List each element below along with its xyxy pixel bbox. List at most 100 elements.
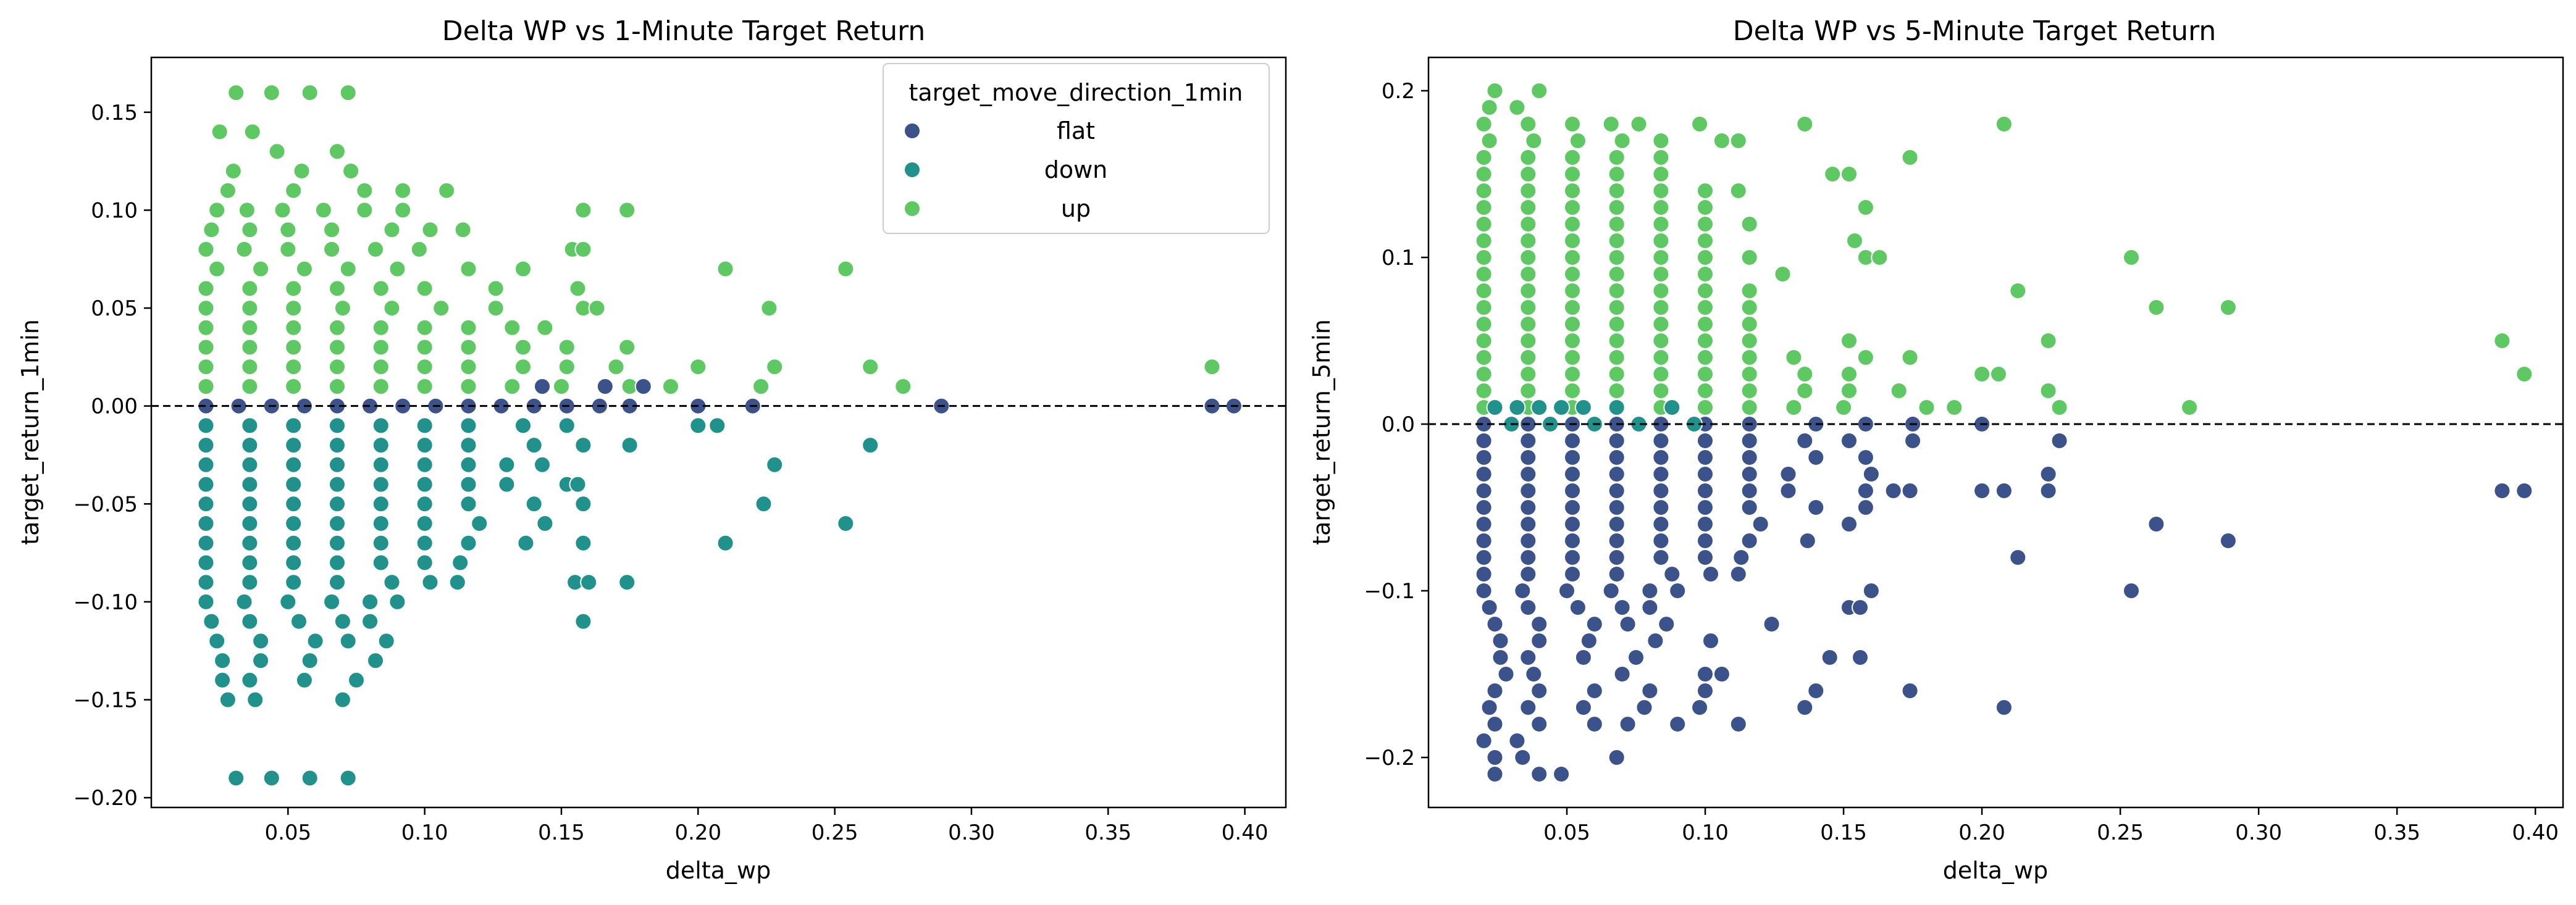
left-point-down [517, 534, 535, 552]
left-point-up [410, 240, 428, 258]
left-point-up [241, 319, 259, 336]
left-point-up [367, 240, 384, 258]
left-point-down [285, 534, 303, 552]
left-point-down [372, 417, 390, 435]
right-point-flat [1619, 715, 1637, 733]
right-point-up [1519, 232, 1537, 249]
left-point-up [197, 280, 215, 298]
right-x-tick-label: 0.10 [1682, 820, 1729, 845]
right-point-up [1519, 332, 1537, 349]
right-point-flat [1697, 665, 1714, 683]
right-point-up [1519, 299, 1537, 316]
right-point-up [1835, 399, 1853, 416]
right-point-up [1652, 332, 1670, 349]
right-point-flat [1697, 449, 1714, 466]
right-point-flat [1641, 582, 1659, 599]
left-point-up [459, 378, 477, 395]
right-point-up [1740, 365, 1758, 383]
left-point-down [451, 554, 469, 572]
right-point-up [1486, 82, 1504, 99]
left-point-down [689, 417, 707, 435]
right-point-flat [1608, 532, 1626, 549]
left-point-down [285, 436, 303, 454]
right-point-flat [1669, 582, 1687, 599]
left-point-down [241, 417, 259, 435]
right-point-down [1508, 399, 1526, 416]
right-point-up [1697, 232, 1714, 249]
left-point-up [238, 201, 256, 219]
left-point-down [416, 534, 434, 552]
left-point-up [329, 280, 346, 298]
right-point-flat [1713, 665, 1731, 683]
left-point-down [514, 417, 532, 435]
right-point-up [2050, 399, 2068, 416]
right-point-flat [1740, 465, 1758, 483]
left-point-up [752, 378, 770, 395]
left-point-up [356, 201, 374, 219]
left-chart-title: Delta WP vs 1-Minute Target Return [442, 15, 926, 47]
left-point-up [372, 378, 390, 395]
right-point-up [1602, 115, 1620, 133]
left-point-down [862, 436, 879, 454]
right-point-up [1613, 132, 1631, 149]
left-point-down [301, 769, 319, 787]
left-point-up [197, 240, 215, 258]
left-point-down [372, 475, 390, 493]
legend-label-flat: flat [1057, 117, 1095, 144]
right-point-up [1608, 299, 1626, 316]
left-point-up [514, 358, 532, 376]
right-point-up [1519, 315, 1537, 333]
right-point-flat [1752, 515, 1769, 533]
left-point-down [241, 495, 259, 513]
left-point-down [219, 691, 237, 709]
right-point-flat [2039, 482, 2057, 499]
left-point-up [241, 338, 259, 356]
right-point-up [1691, 115, 1709, 133]
left-point-down [241, 573, 259, 591]
left-point-down [329, 495, 346, 513]
right-point-flat [1491, 649, 1509, 666]
right-point-up [1608, 265, 1626, 283]
right-point-flat [1475, 515, 1493, 533]
right-point-up [1608, 332, 1626, 349]
right-x-axis-label: delta_wp [1943, 857, 2048, 884]
left-point-up [558, 358, 576, 376]
left-point-up [760, 299, 778, 317]
right-point-flat [1798, 532, 1816, 549]
left-point-up [252, 260, 270, 278]
right-x-tick-label: 0.30 [2235, 820, 2282, 845]
left-point-down [329, 554, 346, 572]
left-x-tick-label: 0.30 [948, 820, 995, 845]
left-point-down [214, 652, 232, 670]
left-point-flat [634, 378, 652, 395]
right-point-up [1652, 265, 1670, 283]
right-point-up [1519, 282, 1537, 299]
left-point-up [383, 221, 401, 239]
right-point-up [1519, 215, 1537, 233]
right-point-up [1525, 132, 1543, 149]
right-x-tick-label: 0.20 [1958, 820, 2005, 845]
right-point-flat [1475, 449, 1493, 466]
left-point-down [334, 612, 351, 630]
left-point-up [268, 143, 286, 161]
left-point-up [862, 358, 879, 376]
left-point-up [241, 378, 259, 395]
right-chart-title: Delta WP vs 5-Minute Target Return [1733, 15, 2217, 47]
legend-label-up: up [1061, 195, 1091, 222]
right-point-flat [1652, 499, 1670, 516]
right-point-up [1796, 382, 1814, 399]
right-point-up [1564, 249, 1581, 266]
right-point-flat [1862, 582, 1880, 599]
right-point-flat [1995, 699, 2013, 716]
legend-title: target_move_direction_1min [908, 79, 1243, 106]
right-point-flat [1669, 715, 1687, 733]
left-point-down [241, 436, 259, 454]
left-point-down [290, 612, 308, 630]
left-point-up [574, 240, 592, 258]
left-scatter-points [197, 84, 1243, 787]
left-point-down [306, 632, 324, 650]
right-scatter-points [1475, 82, 2533, 783]
right-point-up [1564, 265, 1581, 283]
right-point-up [1564, 215, 1581, 233]
right-point-flat [1796, 432, 1814, 449]
